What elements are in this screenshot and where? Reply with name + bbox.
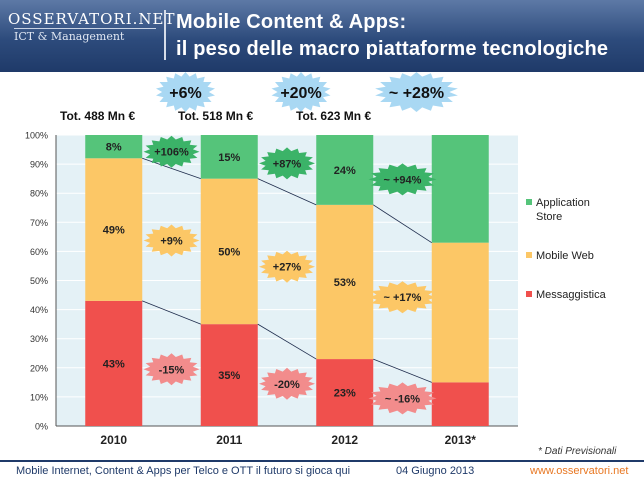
bar-application-store-2012 [316,135,374,205]
legend-swatch-1 [526,252,532,258]
growth-label-5: ~ +17% [384,292,422,304]
growth-label-8: ~ -16% [385,393,420,405]
ytick-label-100: 100% [25,131,48,141]
bar-messaggistica-2011 [200,324,258,426]
connector-line-0-1 [142,300,201,325]
footer-event-title: Mobile Internet, Content & Apps per Telc… [16,465,351,477]
total-value-1: Tot. 518 Mn € [178,109,253,123]
legend-swatch-0 [526,199,532,205]
bar-mobile-web-2011 [200,178,258,325]
growth-label-3: +9% [160,235,183,247]
total-growth-label-0: +6% [169,85,201,102]
bar-messaggistica-2010 [85,300,143,426]
data-label-application-store-2011: 15% [218,152,240,164]
legend-label-1: Mobile Web [536,250,594,262]
growth-label-4: +27% [273,262,302,274]
data-label-application-store-2012: 24% [334,165,356,177]
growth-burst-0 [143,135,200,168]
logo-sub-text: ICT & Management [14,30,125,43]
footer-divider [0,460,644,462]
growth-label-0: +106% [154,147,189,159]
xtick-label-2010: 2010 [100,433,127,447]
forecast-note: * Dati Previsionali [538,446,617,457]
bar-application-store-2013 [431,135,489,243]
slide-title-line1: Mobile Content & Apps: [176,11,407,33]
bar-mobile-web-2012 [316,204,374,360]
growth-burst-4 [259,250,315,283]
growth-burst-7 [259,367,315,400]
total-value-2: Tot. 623 Mn € [296,109,371,123]
xtick-label-2013: 2013* [445,433,477,447]
bar-mobile-web-2013 [431,242,489,383]
footer-url: www.osservatori.net [530,465,629,477]
growth-burst-6 [143,353,200,386]
data-label-messaggistica-2012: 23% [334,388,356,400]
xtick-label-2011: 2011 [216,433,242,447]
bar-mobile-web-2010 [85,158,143,301]
logo: OSSERVATORI.NET ICT & Management [8,8,175,48]
bar-application-store-2011 [200,135,258,179]
ytick-label-10: 10% [30,392,48,402]
total-growth-label-2: ~ +28% [389,85,444,102]
data-label-mobile-web-2012: 53% [334,277,356,289]
xtick-label-2012: 2012 [331,433,358,447]
legend-label-2: Messaggistica [536,289,607,301]
ytick-label-20: 20% [30,363,48,373]
growth-label-7: -20% [274,379,300,391]
connector-line-0-2 [142,157,201,180]
growth-label-6: -15% [159,364,185,376]
growth-burst-8 [368,382,437,415]
bar-messaggistica-2013 [431,382,489,426]
total-growth-burst-0 [156,72,215,112]
logo-main-text: OSSERVATORI.NET [8,10,176,28]
bar-messaggistica-2012 [316,359,374,426]
ytick-label-30: 30% [30,334,48,344]
data-label-mobile-web-2011: 50% [218,246,240,258]
data-label-messaggistica-2010: 43% [103,358,125,370]
connector-line-2-2 [373,204,432,244]
ytick-label-50: 50% [30,276,48,286]
stacked-bar-chart: 0% 10% 20% 30% 40% 50% 60% 70% 80% 90% 100% 43% 49% 8… [25,72,607,447]
growth-burst-5 [368,281,437,314]
growth-burst-2 [368,163,437,196]
title-divider [164,10,166,60]
legend-label-0-line2: Store [536,211,562,223]
total-value-0: Tot. 488 Mn € [60,109,135,123]
growth-burst-3 [143,224,200,257]
ytick-label-70: 70% [30,218,48,228]
total-growth-burst-1 [271,72,331,112]
growth-label-2: ~ +94% [384,174,422,186]
connector-line-2-1 [373,358,432,383]
connector-line-1-2 [257,178,317,206]
slide-header: OSSERVATORI.NET ICT & Management Mobile … [0,0,644,72]
growth-burst-1 [259,147,315,180]
ytick-label-60: 60% [30,247,48,257]
bar-application-store-2010 [85,135,143,159]
data-label-application-store-2010: 8% [106,142,122,154]
total-growth-label-1: +20% [280,85,321,102]
ytick-label-80: 80% [30,189,48,199]
legend-label-0: Application [536,197,590,209]
ytick-label-0: 0% [35,422,48,432]
slide-title-line2: il peso delle macro piattaforme tecnolog… [176,38,609,60]
ytick-label-40: 40% [30,305,48,315]
legend-swatch-2 [526,291,532,297]
logo-divider [14,28,156,29]
ytick-label-90: 90% [30,160,48,170]
data-label-mobile-web-2010: 49% [103,225,125,237]
data-label-messaggistica-2011: 35% [218,370,240,382]
total-growth-burst-2 [375,72,458,112]
connector-line-1-1 [257,323,317,360]
growth-label-1: +87% [273,158,302,170]
footer-date: 04 Giugno 2013 [396,465,475,477]
